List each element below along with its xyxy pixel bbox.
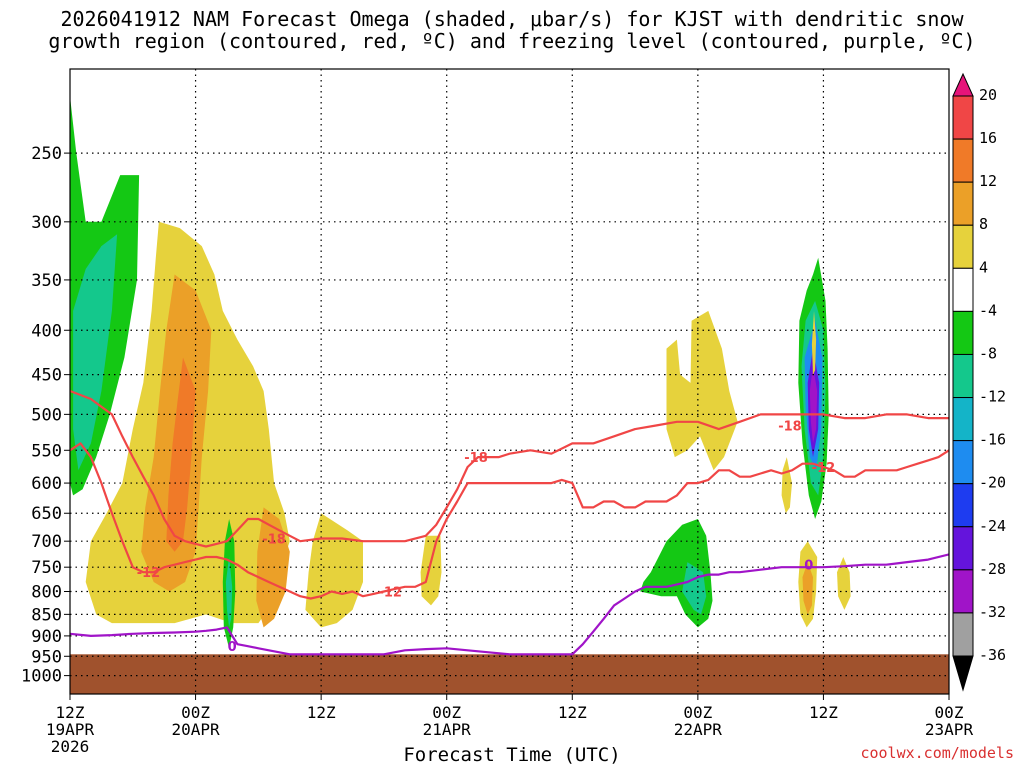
y-tick-label: 800 (31, 583, 62, 603)
omega-region-late-subsidence-d (781, 457, 792, 514)
colorbar-bin (952, 397, 974, 442)
contour-label-text: -18 (778, 419, 802, 434)
contour-label-text: -12 (137, 566, 161, 581)
contour-label-text: -12 (812, 461, 836, 476)
credit-link[interactable]: coolwx.com/models (860, 744, 1014, 762)
colorbar-bin (952, 440, 974, 485)
contour-label-text: -18 (464, 451, 488, 466)
x-tick-label: 20APR (171, 720, 220, 739)
y-tick-label: 450 (31, 366, 62, 386)
x-tick-label: 00Z (683, 703, 712, 722)
omega-region-late-subsidence (666, 310, 738, 471)
chart-title-line-1: 2026041912 NAM Forecast Omega (shaded, μ… (60, 7, 964, 31)
omega-region-late-subsidence-e (811, 310, 817, 375)
colorbar-label: -16 (979, 431, 1006, 449)
y-tick-label: 850 (31, 605, 62, 625)
x-axis-label: Forecast Time (UTC) (403, 744, 621, 766)
colorbar-bin (952, 181, 974, 226)
omega-region-late-subsidence-c (837, 557, 851, 610)
contour-label: 0 (804, 559, 813, 574)
colorbar-arrow-bottom (952, 655, 974, 692)
omega-region-small-subsidence-b (305, 513, 363, 628)
y-tick-label: 550 (31, 441, 62, 461)
x-tick-label: 12Z (809, 703, 838, 722)
y-tick-label: 300 (31, 213, 62, 233)
plot-area: -18 -12 -12 -18 -18 -12 0 0 (70, 69, 949, 694)
colorbar-bin (952, 483, 974, 528)
contour-label: -18 (262, 532, 286, 547)
colorbar-bin (952, 138, 974, 183)
colorbar-bin (952, 267, 974, 312)
contour-label: -12 (137, 566, 161, 581)
contour-line-0 (70, 553, 949, 656)
x-tick-label: 12Z (56, 703, 85, 722)
omega-region-small-subsidence-a (256, 507, 290, 628)
contour-label-text: 0 (228, 640, 237, 655)
colorbar-label: 8 (979, 215, 988, 233)
colorbar-arrow-top (952, 72, 974, 97)
y-tick-label: 650 (31, 504, 62, 524)
y-tick-label: 950 (31, 647, 62, 667)
x-tick-label: 12Z (558, 703, 587, 722)
colorbar-label: -8 (979, 344, 997, 362)
colorbar-bin (952, 310, 974, 355)
colorbar-label: -24 (979, 517, 1006, 535)
y-tick-label: 600 (31, 474, 62, 494)
contour-label: -12 (812, 461, 836, 476)
y-tick-label: 400 (31, 321, 62, 341)
contour-label: 0 (228, 640, 237, 655)
omega-region-early-upward-core (73, 234, 118, 471)
contour-label-text: 0 (804, 559, 813, 574)
contour-label: -12 (378, 586, 402, 601)
x-tick-label: 00Z (935, 703, 964, 722)
contour-line--12 (70, 442, 949, 600)
chart-title-line-2: growth region (contoured, red, ºC) and f… (48, 29, 976, 53)
terrain-surface (70, 654, 949, 694)
y-tick-label: 1000 (21, 667, 62, 687)
colorbar-bin (952, 569, 974, 614)
colorbar-label: -12 (979, 388, 1006, 406)
colorbar-bin (952, 526, 974, 571)
x-tick-label: 19APR (46, 720, 95, 739)
omega-region-late-subsidence-b-8 (802, 562, 813, 615)
contour-label-text: -12 (378, 586, 402, 601)
colorbar-label: -28 (979, 560, 1006, 578)
x-tick-label: 23APR (925, 720, 974, 739)
colorbar-bin (952, 353, 974, 399)
contour-label: -18 (778, 419, 802, 434)
colorbar-bin (952, 612, 974, 657)
colorbar-label: -4 (979, 301, 997, 319)
y-tick-label: 750 (31, 558, 62, 578)
y-tick-label: 250 (31, 144, 62, 164)
colorbar-label: 20 (979, 86, 997, 104)
omega-region-small-subsidence-c (420, 535, 442, 606)
omega-region-vertical-upward-28 (809, 366, 818, 444)
omega-region-main-subsidence-12 (166, 357, 196, 552)
colorbar-label: -32 (979, 603, 1006, 621)
omega-region-late-upward-core (682, 562, 707, 615)
x-tick-label: 21APR (423, 720, 472, 739)
colorbar-label: 12 (979, 172, 997, 190)
plot-frame (69, 68, 950, 695)
omega-region-narrow-upward-core (225, 557, 233, 628)
x-tick-label: 2026 (51, 737, 90, 756)
colorbar-bin (952, 224, 974, 269)
colorbar-label: -20 (979, 474, 1006, 492)
colorbar-label: 4 (979, 258, 988, 276)
y-tick-label: 350 (31, 271, 62, 291)
x-tick-label: 22APR (674, 720, 723, 739)
colorbar-label: -36 (979, 646, 1006, 664)
y-tick-label: 700 (31, 532, 62, 552)
y-tick-label: 900 (31, 627, 62, 647)
contour-line--18 (70, 389, 949, 548)
colorbar-bin (952, 95, 974, 140)
x-tick-label: 00Z (181, 703, 210, 722)
contour-label: -18 (464, 451, 488, 466)
y-tick-label: 500 (31, 405, 62, 425)
x-tick-label: 00Z (432, 703, 461, 722)
x-tick-label: 12Z (307, 703, 336, 722)
contour-label-text: -18 (262, 532, 286, 547)
colorbar-label: 16 (979, 129, 997, 147)
